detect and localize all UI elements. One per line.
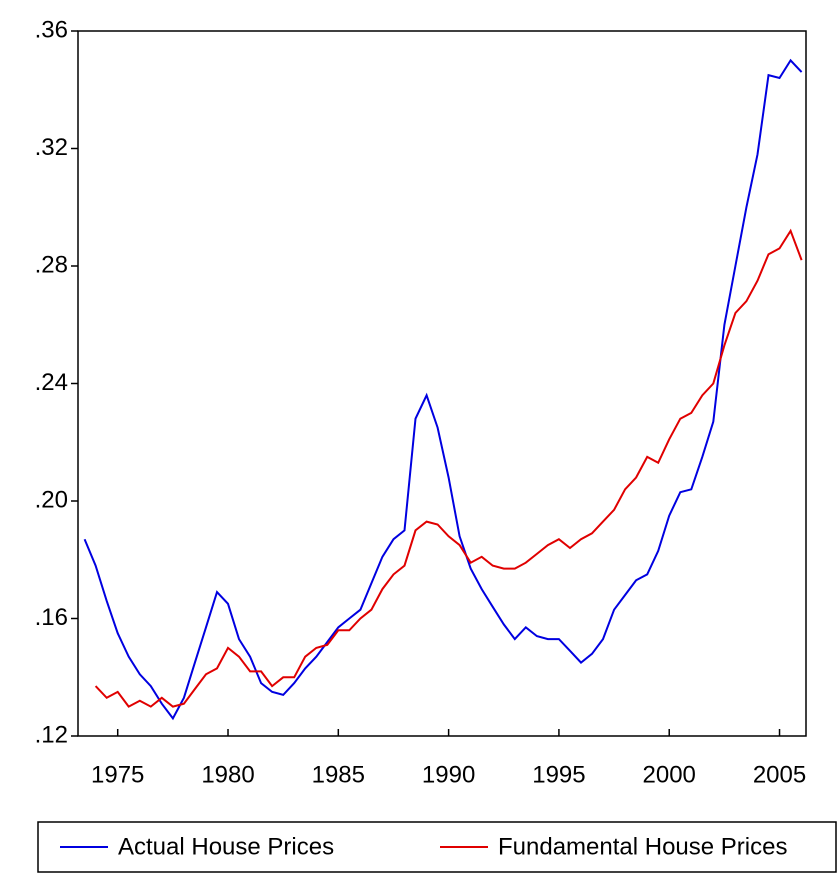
x-tick-label: 1990 — [422, 761, 475, 788]
y-tick-label: .24 — [35, 369, 68, 396]
y-tick-label: .32 — [35, 134, 68, 161]
x-tick-label: 1980 — [201, 761, 254, 788]
x-tick-label: 1995 — [532, 761, 585, 788]
x-tick-label: 1985 — [312, 761, 365, 788]
y-tick-label: .16 — [35, 604, 68, 631]
x-tick-label: 2000 — [643, 761, 696, 788]
y-tick-label: .36 — [35, 16, 68, 43]
y-tick-label: .20 — [35, 486, 68, 513]
x-tick-label: 1975 — [91, 761, 144, 788]
legend-box — [37, 821, 837, 873]
series-line — [83, 58, 803, 721]
series-line — [94, 228, 803, 708]
y-tick-label: .12 — [35, 721, 68, 748]
legend-label: Actual House Prices — [118, 833, 334, 860]
plot-frame — [77, 30, 807, 737]
x-tick-label: 2005 — [753, 761, 806, 788]
legend-label: Fundamental House Prices — [498, 833, 787, 860]
y-tick-label: .28 — [35, 251, 68, 278]
